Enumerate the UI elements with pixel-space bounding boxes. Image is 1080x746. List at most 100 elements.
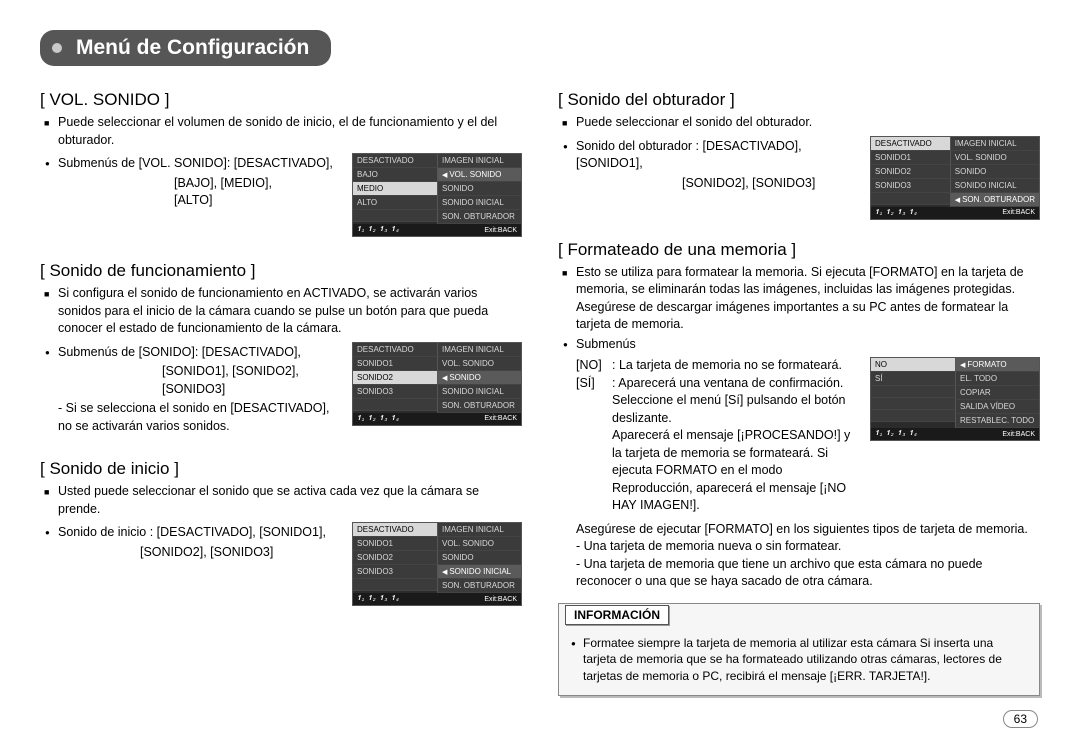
menu-item-left xyxy=(353,210,437,222)
menu-item-left: DESACTIVADO xyxy=(353,343,437,357)
menu-item-left: SONIDO1 xyxy=(353,537,437,551)
menu-item-right: SONIDO INICIAL xyxy=(950,179,1039,193)
menu-item-right: SONIDO INICIAL xyxy=(437,385,521,399)
menu-item-right: IMAGEN INICIAL xyxy=(437,523,521,537)
menu-item-right: VOL. SONIDO xyxy=(437,168,521,182)
menu-item-right: SON. OBTURADOR xyxy=(437,210,521,224)
menu-item-right: FORMATO xyxy=(955,358,1039,372)
menu-foot-icons: 𝟏₁ 𝟏₂ 𝟏₃ 𝟏₄ xyxy=(875,430,918,438)
menu-foot-icons: 𝟏₁ 𝟏₂ 𝟏₃ 𝟏₄ xyxy=(875,209,918,217)
inicio-menu: DESACTIVADOSONIDO1SONIDO2SONIDO3 IMAGEN I… xyxy=(352,522,522,606)
menu-item-left: SONIDO3 xyxy=(871,179,950,193)
menu-item-left: SONIDO1 xyxy=(353,357,437,371)
menu-item-right: SONIDO xyxy=(437,371,521,385)
menu-item-left: SONIDO2 xyxy=(353,371,437,385)
menu-item-right: SONIDO INICIAL xyxy=(437,565,521,579)
menu-item-right: IMAGEN INICIAL xyxy=(437,343,521,357)
inicio-p2a: Sonido de inicio : [DESACTIVADO], [SONID… xyxy=(58,524,336,542)
obt-p2a: Sonido del obturador : [DESACTIVADO], [S… xyxy=(576,138,854,173)
menu-foot-icons: 𝟏₁ 𝟏₂ 𝟏₃ 𝟏₄ xyxy=(357,415,400,423)
menu-item-right: SONIDO xyxy=(437,182,521,196)
info-label: INFORMACIÓN xyxy=(565,605,669,625)
vol-p1: Puede seleccionar el volumen de sonido d… xyxy=(58,114,522,149)
fmt-si-k: [SÍ] xyxy=(576,375,612,428)
menu-foot-back: Exit:BACK xyxy=(484,596,517,603)
menu-item-left: DESACTIVADO xyxy=(871,137,950,151)
inicio-p2b: [SONIDO2], [SONIDO3] xyxy=(140,544,336,562)
info-text: Formatee siempre la tarjeta de memoria a… xyxy=(583,635,1029,685)
menu-item-right: VOL. SONIDO xyxy=(950,151,1039,165)
func-sub: Submenús de [SONIDO]: [DESACTIVADO], [SO… xyxy=(40,342,522,436)
menu-item-right: SON. OBTURADOR xyxy=(437,399,521,413)
inicio-sub: Sonido de inicio : [DESACTIVADO], [SONID… xyxy=(40,522,522,606)
fmt-p4: - Una tarjeta de memoria nueva o sin for… xyxy=(576,538,1040,556)
menu-item-left: SONIDO3 xyxy=(353,385,437,399)
func-p2b: [SONIDO1], [SONIDO2], xyxy=(162,363,336,381)
menu-item-left: SONIDO2 xyxy=(871,165,950,179)
menu-item-left: NO xyxy=(871,358,955,372)
func-p2c: [SONIDO3] xyxy=(162,381,336,399)
menu-item-right: IMAGEN INICIAL xyxy=(437,154,521,168)
fmt-p1: Esto se utiliza para formatear la memori… xyxy=(576,264,1040,334)
menu-item-right: IMAGEN INICIAL xyxy=(950,137,1039,151)
fmt-menu: NOSÍFORMATOEL. TODOCOPIARSALIDA VÍDEORES… xyxy=(870,357,1040,441)
obt-p1: Puede seleccionar el sonido del obturado… xyxy=(576,114,1040,132)
fmt-no: [NO] : La tarjeta de memoria no se forma… xyxy=(576,357,854,375)
menu-item-right: VOL. SONIDO xyxy=(437,537,521,551)
page-title: Menú de Configuración xyxy=(40,30,331,66)
obt-p2b: [SONIDO2], [SONIDO3] xyxy=(682,175,854,193)
left-column: [ VOL. SONIDO ] Puede seleccionar el vol… xyxy=(40,80,522,696)
menu-item-right: SONIDO INICIAL xyxy=(437,196,521,210)
menu-item-left xyxy=(871,386,955,398)
inicio-p1: Usted puede seleccionar el sonido que se… xyxy=(58,483,522,518)
vol-sub: Submenús de [VOL. SONIDO]: [DESACTIVADO]… xyxy=(40,153,522,237)
menu-item-left: BAJO xyxy=(353,168,437,182)
menu-item-right: VOL. SONIDO xyxy=(437,357,521,371)
menu-item-left xyxy=(871,410,955,422)
menu-item-left xyxy=(871,398,955,410)
obt-sub: Sonido del obturador : [DESACTIVADO], [S… xyxy=(558,136,1040,220)
page-number: 63 xyxy=(1003,710,1038,728)
menu-item-left: SONIDO1 xyxy=(871,151,950,165)
fmt-p5: - Una tarjeta de memoria que tiene un ar… xyxy=(576,556,1040,591)
fmt-head: [ Formateado de una memoria ] xyxy=(558,240,1040,260)
right-column: [ Sonido del obturador ] Puede seleccion… xyxy=(558,80,1040,696)
menu-item-right: SONIDO xyxy=(437,551,521,565)
fmt-p3: Asegúrese de ejecutar [FORMATO] en los s… xyxy=(576,521,1040,539)
fmt-si-v: : Aparecerá una ventana de confirmación.… xyxy=(612,375,854,428)
vol-p2b: [BAJO], [MEDIO], xyxy=(174,175,336,193)
func-p3: - Si se selecciona el sonido en [DESACTI… xyxy=(58,400,336,435)
vol-head: [ VOL. SONIDO ] xyxy=(40,90,522,110)
menu-foot-icons: 𝟏₁ 𝟏₂ 𝟏₃ 𝟏₄ xyxy=(357,226,400,234)
obt-head: [ Sonido del obturador ] xyxy=(558,90,1040,110)
fmt-p2: Submenús xyxy=(576,336,1040,354)
fmt-no-k: [NO] xyxy=(576,357,612,375)
menu-item-left xyxy=(353,399,437,411)
func-p2a: Submenús de [SONIDO]: [DESACTIVADO], xyxy=(58,344,336,362)
menu-item-right: EL. TODO xyxy=(955,372,1039,386)
fmt-sub: [NO] : La tarjeta de memoria no se forma… xyxy=(558,357,1040,515)
fmt-no-v: : La tarjeta de memoria no se formateará… xyxy=(612,357,854,375)
menu-item-left: SONIDO2 xyxy=(353,551,437,565)
menu-foot-back: Exit:BACK xyxy=(484,415,517,422)
vol-p2a: Submenús de [VOL. SONIDO]: [DESACTIVADO]… xyxy=(58,155,336,173)
vol-menu: DESACTIVADOBAJOMEDIOALTOIMAGEN INICIALVO… xyxy=(352,153,522,237)
menu-item-left: ALTO xyxy=(353,196,437,210)
menu-foot-back: Exit:BACK xyxy=(1002,209,1035,216)
menu-foot-icons: 𝟏₁ 𝟏₂ 𝟏₃ 𝟏₄ xyxy=(357,595,400,603)
menu-item-right: SALIDA VÍDEO xyxy=(955,400,1039,414)
menu-item-right: SON. OBTURADOR xyxy=(950,193,1039,207)
menu-item-right: RESTABLEC. TODO xyxy=(955,414,1039,428)
inicio-head: [ Sonido de inicio ] xyxy=(40,459,522,479)
info-box: INFORMACIÓN Formatee siempre la tarjeta … xyxy=(558,603,1040,696)
menu-item-left: MEDIO xyxy=(353,182,437,196)
menu-item-left: DESACTIVADO xyxy=(353,523,437,537)
obt-menu: DESACTIVADOSONIDO1SONIDO2SONIDO3 IMAGEN I… xyxy=(870,136,1040,220)
menu-item-left: SÍ xyxy=(871,372,955,386)
vol-p2c: [ALTO] xyxy=(174,192,336,210)
func-head: [ Sonido de funcionamiento ] xyxy=(40,261,522,281)
fmt-si: [SÍ] : Aparecerá una ventana de confirma… xyxy=(576,375,854,428)
menu-item-left: SONIDO3 xyxy=(353,565,437,579)
menu-item-right: SON. OBTURADOR xyxy=(437,579,521,593)
menu-foot-back: Exit:BACK xyxy=(1002,431,1035,438)
